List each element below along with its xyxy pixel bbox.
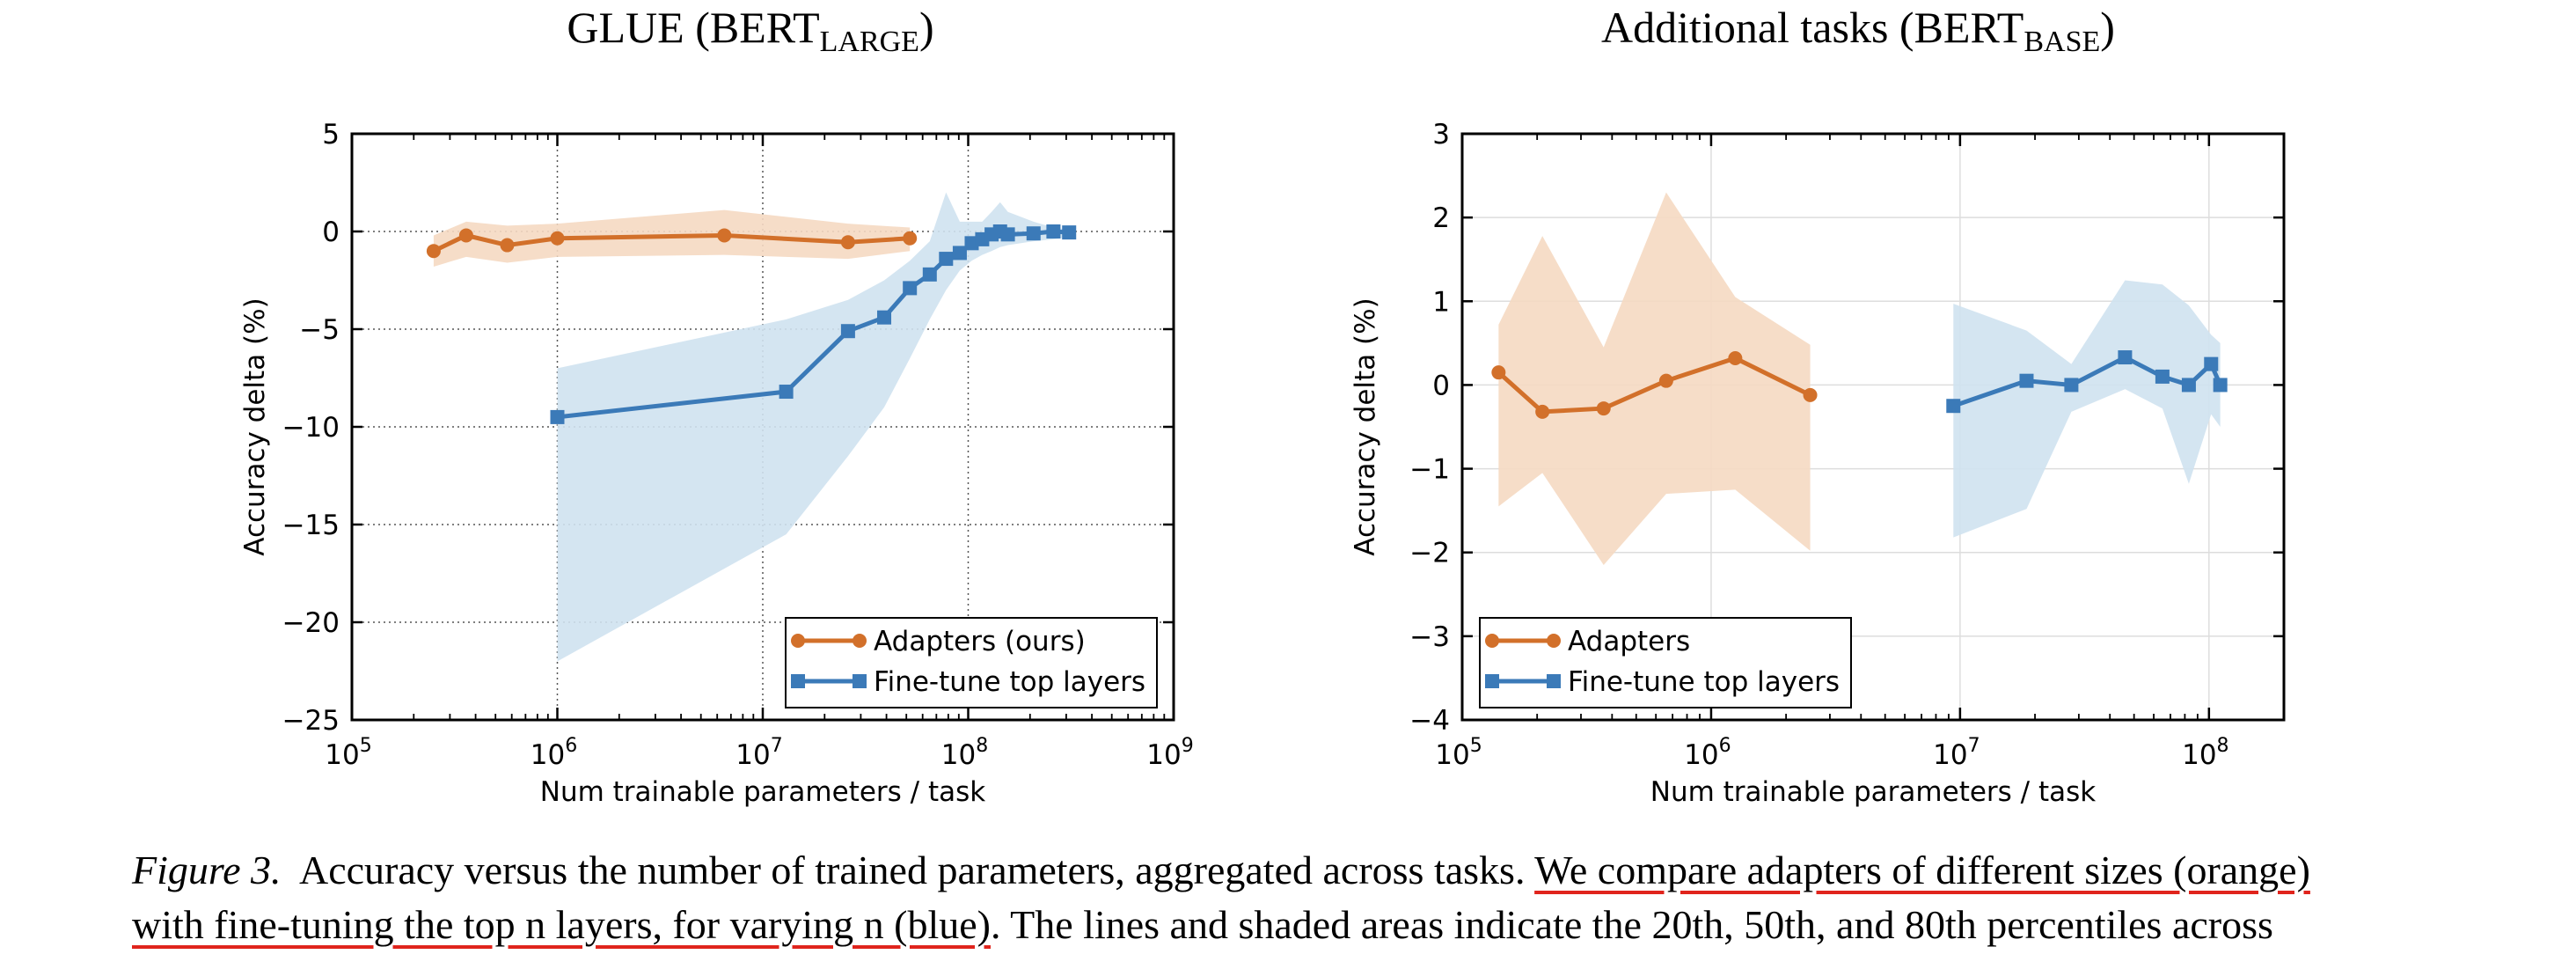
data-point	[779, 385, 794, 400]
data-point	[2213, 378, 2228, 393]
x-axis-label: Num trainable parameters / task	[1650, 776, 2097, 808]
caption-text-1: Accuracy versus the number of trained pa…	[298, 848, 1526, 892]
y-axis-label: Accuracy delta (%)	[1350, 297, 1381, 555]
x-tick-label: 107	[735, 735, 782, 771]
caption-line-2: with fine-tuning the top n layers, for v…	[132, 898, 2481, 952]
data-point	[939, 252, 954, 267]
band-series-1	[1498, 192, 1811, 565]
y-tick-label: −25	[282, 705, 340, 737]
chart-title: GLUE (BERTLARGE)	[567, 3, 933, 58]
legend-marker	[1485, 634, 1499, 648]
chart-2: Additional tasks (BERTBASE)3210−1−2−3−41…	[1350, 3, 2286, 808]
y-tick-label: 5	[322, 119, 340, 150]
data-point	[1491, 365, 1506, 380]
x-tick-label: 106	[1684, 735, 1731, 771]
legend-label: Fine-tune top layers	[1568, 666, 1840, 698]
data-point	[1596, 401, 1611, 416]
caption-figure-label: Figure 3.	[132, 848, 282, 892]
data-point	[840, 324, 855, 339]
x-tick-label: 106	[531, 735, 577, 771]
data-point	[1946, 399, 1961, 414]
caption-underlined-2: with fine-tuning the top n layers, for v…	[132, 902, 991, 947]
data-point	[500, 238, 515, 253]
y-tick-label: −3	[1409, 621, 1450, 653]
chart-title: Additional tasks (BERTBASE)	[1601, 3, 2115, 58]
data-point	[2204, 356, 2219, 371]
legend-label: Adapters (ours)	[874, 626, 1086, 657]
legend-marker	[853, 674, 867, 688]
x-tick-label: 105	[325, 735, 371, 771]
data-point	[877, 310, 892, 325]
data-point	[1803, 387, 1818, 402]
data-point	[2155, 369, 2170, 384]
y-tick-label: −1	[1409, 454, 1450, 486]
data-point	[903, 231, 918, 246]
legend: Adapters (ours) Fine-tune top layers	[785, 617, 1158, 708]
data-point	[2181, 378, 2196, 393]
data-point	[426, 244, 441, 259]
data-point	[1535, 404, 1550, 419]
y-tick-label: −5	[299, 314, 340, 346]
x-tick-label: 108	[2182, 735, 2228, 771]
data-point	[2064, 378, 2079, 393]
y-tick-label: −20	[282, 607, 340, 639]
legend: Adapters Fine-tune top layers	[1479, 617, 1852, 708]
legend-label: Fine-tune top layers	[874, 666, 1145, 698]
data-point	[952, 246, 967, 261]
x-tick-label: 105	[1435, 735, 1482, 771]
data-point	[1000, 227, 1015, 242]
legend-marker	[791, 674, 805, 688]
legend-label: Adapters	[1568, 626, 1690, 657]
caption-text-2: . The lines and shaded areas indicate th…	[990, 902, 2273, 947]
caption-underlined-1: We compare adapters of different sizes (…	[1534, 848, 2310, 892]
legend-marker	[853, 634, 867, 648]
y-tick-label: 3	[1432, 119, 1450, 150]
y-tick-label: 0	[1432, 370, 1450, 401]
y-tick-label: −2	[1409, 538, 1450, 569]
y-tick-label: −10	[282, 412, 340, 444]
data-point	[922, 267, 937, 282]
x-axis-label: Num trainable parameters / task	[540, 776, 986, 808]
data-point	[550, 231, 565, 246]
caption-line-1: Figure 3. Accuracy versus the number of …	[132, 843, 2481, 898]
data-point	[550, 409, 565, 424]
data-point	[1046, 224, 1061, 239]
y-tick-label: −4	[1409, 705, 1450, 737]
x-tick-label: 109	[1146, 735, 1193, 771]
data-point	[1728, 350, 1743, 365]
data-point	[1658, 373, 1673, 388]
data-point	[458, 228, 473, 243]
y-tick-label: 0	[322, 217, 340, 248]
y-axis-label: Accuracy delta (%)	[239, 297, 271, 555]
legend-marker	[1485, 674, 1499, 688]
band-series-2	[557, 192, 1070, 662]
data-point	[2019, 373, 2034, 388]
legend-marker	[1547, 634, 1561, 648]
y-tick-label: 2	[1432, 202, 1450, 234]
data-point	[903, 281, 918, 296]
data-point	[2118, 350, 2133, 365]
data-point	[1062, 225, 1077, 240]
line-series-1	[1497, 356, 1811, 415]
y-tick-label: 1	[1432, 286, 1450, 318]
data-point	[1026, 226, 1041, 241]
figure-caption: Figure 3. Accuracy versus the number of …	[132, 843, 2481, 952]
legend-box	[1479, 617, 1852, 708]
x-tick-label: 108	[941, 735, 988, 771]
y-tick-label: −15	[282, 510, 340, 541]
legend-marker	[791, 634, 805, 648]
band-series-2	[1953, 280, 2221, 538]
plot-frame	[1460, 132, 2286, 722]
legend-box	[785, 617, 1158, 708]
data-point	[840, 235, 855, 250]
x-tick-label: 107	[1933, 735, 1980, 771]
legend-marker	[1547, 674, 1561, 688]
data-point	[717, 228, 732, 243]
